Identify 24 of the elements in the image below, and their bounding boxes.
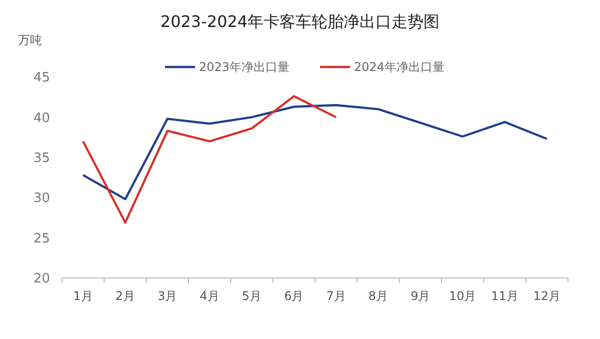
y-tick-label: 45 xyxy=(33,70,50,86)
line-series xyxy=(82,95,338,224)
x-tick-label: 12月 xyxy=(533,289,561,303)
x-tick-label: 10月 xyxy=(448,289,476,303)
x-tick-label: 6月 xyxy=(284,289,304,303)
y-tick-label: 40 xyxy=(33,110,50,126)
x-tick-label: 5月 xyxy=(242,289,262,303)
line-series xyxy=(82,104,548,200)
legend-label: 2023年净出口量 xyxy=(199,60,290,74)
x-tick-label: 11月 xyxy=(491,289,518,303)
y-tick-label: 20 xyxy=(33,272,50,287)
x-tick-label: 8月 xyxy=(368,289,388,303)
y-axis-title: 万吨 xyxy=(18,33,42,47)
x-tick-label: 9月 xyxy=(410,289,430,303)
y-tick-label: 30 xyxy=(33,191,50,206)
y-tick-label: 25 xyxy=(33,231,50,246)
x-tick-label: 4月 xyxy=(200,289,220,303)
legend-label: 2024年净出口量 xyxy=(354,60,445,74)
y-tick-label: 35 xyxy=(33,150,50,166)
x-tick-label: 1月 xyxy=(73,289,93,303)
chart-title: 2023-2024年卡客车轮胎净出口走势图 xyxy=(160,12,440,31)
x-tick-label: 7月 xyxy=(326,289,346,303)
x-tick-label: 2月 xyxy=(115,289,136,303)
x-tick-label: 3月 xyxy=(158,289,178,303)
